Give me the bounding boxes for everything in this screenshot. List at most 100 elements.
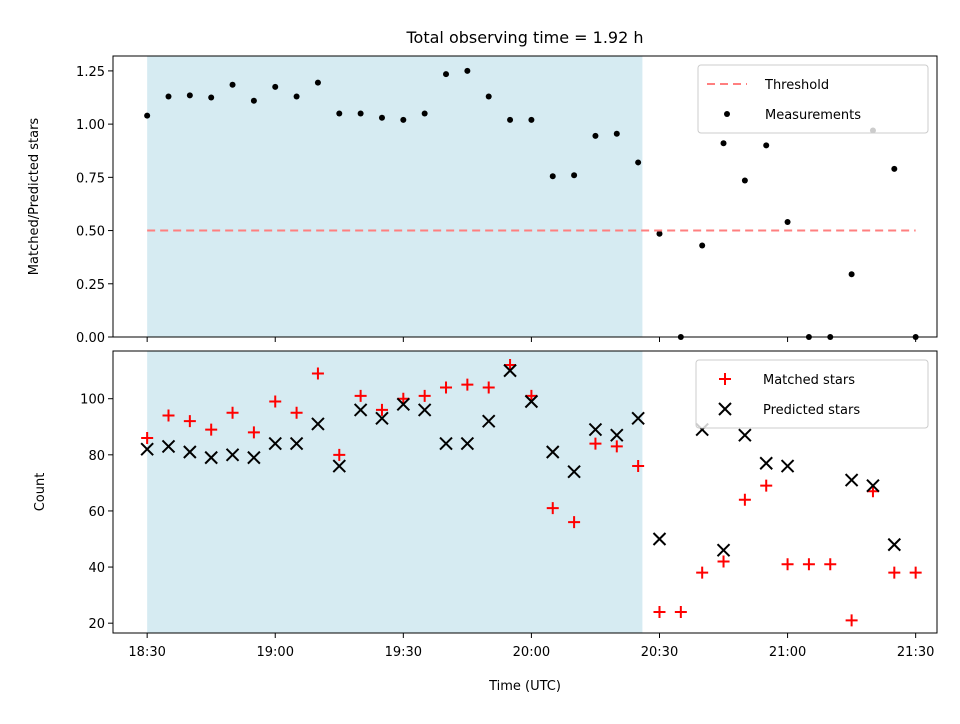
matched-stars-point: [290, 406, 303, 419]
measurement-point: [485, 93, 492, 100]
predicted-stars-point: [567, 464, 581, 479]
measurement-point: [421, 110, 428, 117]
matched-stars-point: [418, 389, 431, 402]
matched-stars-point: [525, 389, 538, 402]
measurement-point: [208, 94, 215, 101]
predicted-stars-point: [161, 439, 176, 454]
predicted-stars-point: [268, 436, 282, 451]
measurement-point: [272, 83, 279, 90]
predicted-stars-point: [588, 422, 603, 437]
top-ytick-label: 1.25: [76, 65, 105, 80]
predicted-stars-point: [546, 445, 560, 459]
predicted-stars-point: [247, 450, 261, 465]
measurement-point: [848, 271, 855, 278]
predicted-stars-point: [225, 448, 240, 462]
top-panel: 0.00 0.25 0.50 0.75 1.00 1.25 Matched/Predict…: [27, 55, 938, 346]
matched-stars-point: [760, 479, 773, 492]
bottom-ytick-label: 80: [88, 449, 105, 464]
predicted-stars-point: [631, 411, 645, 426]
predicted-stars-point: [204, 450, 218, 465]
predicted-stars-point: [610, 428, 624, 442]
predicted-stars-point: [866, 478, 880, 493]
legend-predicted-label: Predicted stars: [763, 403, 860, 418]
x-tick-label: 21:00: [769, 645, 806, 660]
measurement-point: [528, 116, 535, 123]
x-tick-label: 18:30: [128, 645, 165, 660]
measurement-point: [186, 92, 193, 99]
measurement-point: [656, 230, 663, 237]
matched-stars-point: [610, 440, 623, 453]
top-ytick-label: 0.25: [76, 278, 105, 293]
predicted-stars-point: [759, 456, 773, 470]
measurement-point: [443, 71, 450, 78]
predicted-stars-point: [887, 537, 902, 552]
predicted-stars-point: [780, 459, 795, 473]
measurement-point: [592, 132, 599, 139]
bottom-panel-shade: [147, 351, 643, 633]
chart-title: Total observing time = 1.92 h: [405, 28, 643, 47]
bottom-panel: 20 40 60 80 100 18:30 19:00 19:30 20:00 20:30 21:…: [33, 350, 938, 694]
legend-measurements-label: Measurements: [765, 108, 861, 123]
measurement-point: [336, 110, 343, 117]
top-ytick-label: 0.00: [76, 331, 105, 346]
measurement-point: [507, 116, 514, 123]
predicted-stars-point: [716, 543, 731, 557]
measurement-point: [400, 116, 407, 123]
measurement-point: [314, 79, 321, 86]
predicted-stars-point: [439, 436, 453, 451]
matched-stars-point: [354, 389, 367, 402]
measurement-point: [464, 67, 471, 74]
x-tick-label: 20:30: [641, 645, 678, 660]
matched-stars-point: [162, 409, 175, 422]
measurement-point: [699, 242, 706, 249]
measurement-point: [165, 93, 172, 100]
measurement-point: [378, 114, 385, 121]
predicted-stars-point: [524, 394, 539, 409]
measurement-point: [635, 159, 642, 166]
legend-matched-swatch: [719, 373, 731, 385]
matched-stars-point: [333, 448, 346, 461]
matched-stars-point: [226, 406, 239, 419]
legend-measurements-swatch: [724, 111, 730, 117]
predicted-stars-point: [503, 363, 517, 378]
top-panel-frame: [112, 55, 938, 338]
top-panel-ylabel: Matched/Predicted stars: [27, 118, 42, 276]
matched-stars-point: [482, 381, 495, 394]
top-ytick-label: 0.50: [76, 225, 105, 240]
measurement-point: [229, 81, 236, 88]
measurement-point: [891, 165, 898, 172]
matched-stars-point: [845, 614, 858, 627]
legend-matched-label: Matched stars: [763, 373, 855, 388]
matched-stars-point: [568, 516, 581, 529]
matched-stars-point: [802, 558, 815, 571]
predicted-stars-point: [375, 411, 389, 426]
matched-stars-point: [589, 437, 602, 450]
bottom-panel-frame: [112, 350, 938, 634]
matched-stars-point: [738, 493, 751, 506]
bottom-ytick-label: 60: [88, 505, 105, 520]
predicted-stars-point: [417, 403, 432, 417]
matched-stars-point: [546, 502, 559, 515]
matched-stars-point: [205, 423, 218, 436]
measurement-point: [613, 130, 620, 137]
predicted-stars-point: [396, 397, 411, 412]
matched-stars-point: [141, 431, 154, 444]
predicted-stars-point: [289, 436, 304, 451]
predicted-stars-point: [844, 473, 859, 487]
bottom-ytick-label: 20: [88, 617, 105, 632]
matched-stars-point: [696, 566, 709, 579]
predicted-stars-point: [311, 417, 325, 431]
x-axis-label: Time (UTC): [488, 679, 561, 694]
predicted-stars-point: [482, 414, 496, 428]
predicted-stars-point: [183, 445, 197, 459]
matched-stars-point: [653, 605, 666, 618]
matched-stars-point: [888, 566, 901, 579]
legend-predicted-swatch: [718, 402, 732, 416]
matched-stars-point: [866, 485, 879, 498]
matched-stars-point: [247, 426, 260, 439]
top-ytick-label: 0.75: [76, 171, 105, 186]
matched-stars-point: [717, 555, 730, 568]
x-tick-label: 21:30: [897, 645, 934, 660]
predicted-stars-point: [738, 428, 752, 442]
